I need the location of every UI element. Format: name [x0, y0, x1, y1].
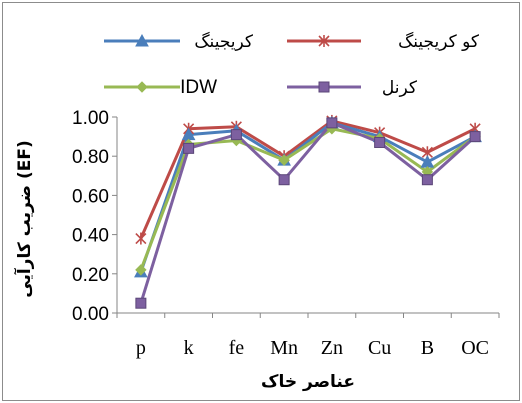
y-tick-label: 0.20 — [72, 265, 109, 286]
y-tick-label: 0.40 — [72, 226, 109, 247]
legend-label: IDW — [180, 77, 217, 98]
series-line-1 — [139, 119, 476, 240]
legend-marker — [318, 81, 330, 93]
y-tick-label: 0.60 — [72, 186, 109, 207]
data-point — [374, 136, 386, 148]
y-tick-label: 0.80 — [72, 147, 109, 168]
x-axis-label: عناصر خاک — [261, 372, 355, 392]
data-point — [135, 297, 147, 309]
x-tick-label: Cu — [368, 337, 391, 359]
data-point — [326, 117, 338, 129]
axes: 0.00 0.20 0.40 0.60 0.80 1.00 p k fe Mn Zn Cu B OC — [72, 108, 500, 359]
x-tick-label: Mn — [270, 337, 298, 359]
x-tick-label: p — [136, 337, 146, 359]
series-markers — [134, 114, 482, 309]
series-line-0 — [139, 121, 476, 273]
data-point — [278, 154, 290, 166]
data-point — [135, 232, 147, 245]
legend-label: کرنل — [382, 78, 418, 98]
y-axis-label: ضریب کارآیی (EF) — [13, 140, 35, 297]
x-tick-label: B — [421, 337, 434, 359]
chart-svg: کریجینگ کو کریجینگ IDW کرنل 0.00 0.20 0.40 0.6… — [13, 31, 500, 392]
data-point — [421, 174, 433, 186]
y-tick-label: 0.00 — [72, 304, 109, 325]
legend-marker — [318, 35, 330, 47]
series-line-2 — [139, 127, 477, 271]
legend-label: کریجینگ — [194, 31, 254, 52]
legend: کریجینگ کو کریجینگ IDW کرنل — [104, 31, 480, 98]
data-point — [420, 155, 435, 168]
x-tick-label: Zn — [321, 337, 343, 359]
legend-marker — [135, 33, 149, 47]
data-point — [469, 131, 481, 143]
series-lines — [139, 119, 477, 304]
legend-label: کو کریجینگ — [398, 31, 480, 52]
x-tick-label: OC — [461, 337, 489, 359]
data-point — [135, 264, 147, 276]
data-point — [183, 142, 195, 154]
x-tick-label: k — [184, 337, 194, 359]
data-point — [278, 174, 290, 186]
data-point — [230, 129, 242, 141]
x-tick-label: fe — [229, 337, 245, 359]
y-tick-label: 1.00 — [72, 108, 109, 129]
series-line-3 — [139, 121, 477, 304]
legend-marker — [136, 81, 148, 93]
